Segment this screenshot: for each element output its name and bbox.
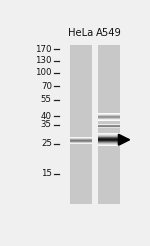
Bar <box>98 145 120 146</box>
Text: 35: 35 <box>41 120 52 129</box>
Bar <box>98 144 120 145</box>
Bar <box>98 143 120 144</box>
Bar <box>98 133 120 134</box>
Text: 55: 55 <box>41 95 52 104</box>
Bar <box>98 135 120 136</box>
Text: 15: 15 <box>41 169 52 178</box>
Bar <box>98 134 120 135</box>
Bar <box>98 142 120 143</box>
Text: 130: 130 <box>35 56 52 65</box>
Text: 100: 100 <box>35 68 52 77</box>
Text: A549: A549 <box>96 28 122 38</box>
Text: 170: 170 <box>35 45 52 54</box>
Text: 25: 25 <box>41 139 52 148</box>
Bar <box>98 137 120 138</box>
Text: 40: 40 <box>41 112 52 121</box>
Text: HeLa: HeLa <box>68 28 94 38</box>
Text: 70: 70 <box>41 82 52 91</box>
Bar <box>98 140 120 141</box>
Bar <box>98 45 120 204</box>
Bar <box>98 136 120 137</box>
Bar <box>70 45 92 204</box>
Bar <box>98 138 120 139</box>
Bar <box>98 141 120 142</box>
Bar <box>98 139 120 140</box>
